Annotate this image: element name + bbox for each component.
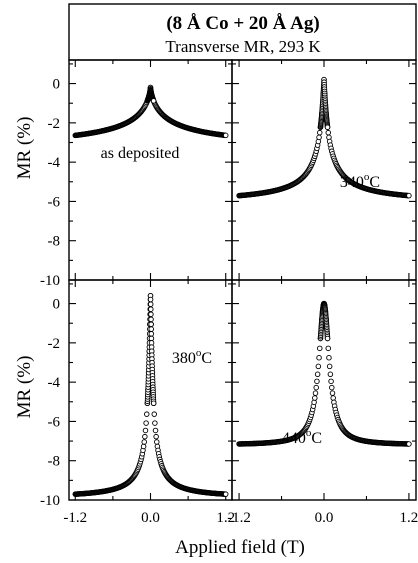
data-point — [140, 443, 147, 450]
x-tick-label: -1.2 — [227, 510, 251, 526]
panel-label: as deposited — [101, 145, 180, 162]
data-point — [330, 395, 336, 401]
y-tick-label: -2 — [48, 116, 61, 132]
x-tick-label: 0.0 — [141, 510, 160, 526]
panel-3: 0 -2 -4 -6 -8 -10-1.2 0.0 1.2 380oC — [40, 279, 235, 526]
data-point — [153, 433, 159, 440]
panel-label: 340oC — [340, 171, 380, 191]
data-point — [317, 129, 323, 136]
y-tick-label: -4 — [48, 155, 61, 171]
data-point — [147, 301, 154, 307]
title-frame — [68, 3, 417, 61]
data-point — [147, 296, 154, 303]
y-tick-label: -10 — [40, 273, 60, 289]
data-point — [329, 384, 335, 391]
y-tick-label: -4 — [48, 375, 61, 391]
data-point — [327, 371, 334, 378]
y-axis-label-top: MR (%) — [14, 117, 35, 180]
panel-label: 440oC — [282, 427, 322, 447]
data-point — [313, 384, 319, 391]
data-point — [148, 306, 154, 312]
y-tick-label: -6 — [48, 414, 61, 430]
data-point — [150, 400, 157, 407]
data-point — [329, 390, 336, 396]
x-tick-label: 0.0 — [315, 510, 334, 526]
data-point — [312, 390, 319, 396]
y-tick-label: -2 — [48, 336, 61, 352]
data-point — [324, 124, 331, 130]
data-point — [148, 335, 155, 342]
data-point — [148, 311, 154, 318]
title-box: (8 Å Co + 20 Å Ag) Transverse MR, 293 K — [68, 3, 417, 61]
x-tick-label: -1.2 — [63, 510, 87, 526]
y-tick-label: -10 — [40, 493, 60, 509]
title-line-2: Transverse MR, 293 K — [165, 37, 321, 56]
data-point — [311, 399, 317, 406]
data-point — [314, 378, 320, 385]
data-point — [317, 345, 323, 352]
data-point — [148, 326, 154, 332]
data-point — [222, 491, 229, 497]
panel-2: 340oC — [231, 59, 417, 281]
panel-label: 380oC — [172, 347, 212, 367]
panel-4: -1.2 0.0 1.2 440oC — [227, 279, 418, 526]
data-point — [143, 420, 149, 426]
data-point — [151, 411, 158, 417]
data-point — [141, 439, 147, 445]
data-point — [315, 363, 322, 370]
data-point — [154, 439, 160, 445]
data-point — [326, 363, 333, 370]
data-point — [406, 192, 412, 199]
data-point — [328, 378, 334, 385]
y-tick-label: -8 — [48, 234, 61, 250]
data-point — [142, 427, 149, 434]
y-axis-label-bottom: MR (%) — [14, 356, 35, 419]
data-point — [326, 354, 332, 361]
x-tick-label: 1.2 — [400, 510, 418, 526]
data-point — [325, 129, 331, 136]
y-tick-label: 0 — [53, 77, 61, 93]
panel-1: 0 -2 -4 -6 -8 -10 as deposited — [40, 59, 233, 289]
title-line-1: (8 Å Co + 20 Å Ag) — [166, 13, 319, 34]
data-point — [148, 331, 155, 337]
data-point — [142, 433, 148, 440]
y-tick-label: -6 — [48, 194, 61, 210]
y-tick-label: -8 — [48, 454, 61, 470]
data-point — [150, 98, 157, 104]
y-tick-label: 0 — [53, 297, 61, 313]
data-point — [222, 132, 229, 139]
data-point — [152, 427, 159, 434]
data-point — [314, 371, 321, 378]
data-point — [324, 335, 331, 342]
data-point — [312, 395, 318, 401]
data-point — [406, 441, 412, 447]
panels: 0 -2 -4 -6 -8 -10 as deposited 340oC 0 -2 -4 -6 -8 -1… — [40, 59, 418, 526]
data-point — [316, 134, 322, 141]
x-tick-label: 1.2 — [216, 510, 235, 526]
data-point — [316, 354, 322, 361]
data-point — [148, 321, 154, 328]
data-point — [143, 411, 150, 417]
data-point — [152, 420, 158, 426]
data-point — [325, 345, 331, 352]
x-axis-label: Applied field (T) — [175, 537, 305, 558]
data-point — [148, 316, 154, 323]
